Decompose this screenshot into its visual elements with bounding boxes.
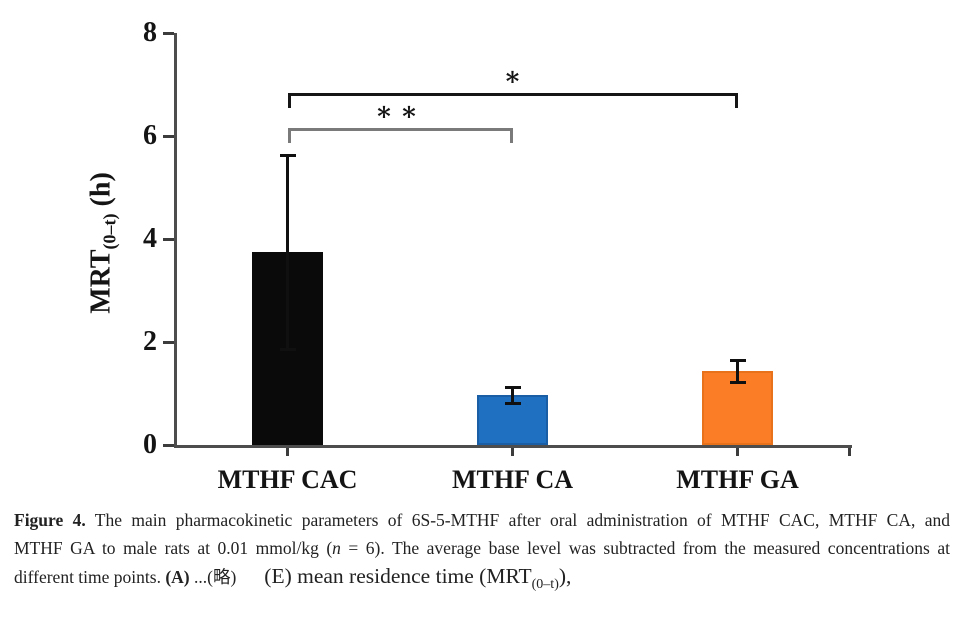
caption-line-2-pre: MTHF GA to male rats at 0.01 mmol/kg ( bbox=[14, 538, 333, 558]
y-tick-0 bbox=[163, 444, 174, 447]
y-tick-label-6: 6 bbox=[143, 120, 157, 151]
x-tick-mthf-ga bbox=[736, 448, 739, 456]
caption-line-3: different time points. (A) ...(略) (E) mea… bbox=[14, 562, 950, 599]
caption-line-2-post: = 6). The average base level was subtrac… bbox=[340, 538, 950, 558]
error-cap-top-mthf-ga bbox=[729, 358, 746, 362]
y-tick-label-0: 0 bbox=[143, 429, 157, 460]
y-axis-title-unit: (h) bbox=[85, 172, 117, 214]
significance-bracket-2-left-tick bbox=[287, 93, 291, 109]
x-tick-mthf-cac bbox=[286, 448, 289, 456]
significance-stars-1: ∗∗ bbox=[375, 97, 425, 128]
caption-n-symbol: n bbox=[332, 538, 341, 558]
significance-bracket-1-left-tick bbox=[287, 128, 291, 144]
x-tick-mthf-ca bbox=[511, 448, 514, 456]
caption-panel-a-label: (A) bbox=[165, 567, 190, 587]
caption-panel-e-label: (E) bbox=[264, 564, 292, 588]
error-cap-top-mthf-ca bbox=[504, 386, 521, 390]
y-axis-title-subscript: (0–t) bbox=[99, 213, 120, 250]
y-tick-label-2: 2 bbox=[143, 326, 157, 357]
y-axis-title: MRT(0–t) (h) bbox=[86, 172, 121, 314]
y-tick-2 bbox=[163, 341, 174, 344]
y-axis-title-main: MRT bbox=[85, 249, 117, 314]
error-cap-top-mthf-cac bbox=[279, 154, 296, 158]
y-tick-label-4: 4 bbox=[143, 223, 157, 254]
x-label-mthf-ga: MTHF GA bbox=[676, 465, 799, 494]
y-tick-6 bbox=[163, 135, 174, 138]
significance-bracket-1-line bbox=[287, 128, 513, 132]
caption-line-1-text: The main pharmacokinetic parameters of 6… bbox=[85, 510, 950, 530]
caption-line-3-dots: ...(略) bbox=[189, 567, 237, 587]
caption-line-3-pre: different time points. bbox=[14, 567, 166, 587]
y-axis-line bbox=[174, 33, 177, 448]
caption-mrt-subscript: (0–t) bbox=[531, 577, 559, 592]
significance-bracket-1-right-tick bbox=[509, 128, 513, 144]
caption-line-2: MTHF GA to male rats at 0.01 mmol/kg (n … bbox=[14, 534, 950, 562]
y-tick-label-8: 8 bbox=[143, 17, 157, 48]
error-cap-bottom-mthf-ga bbox=[729, 381, 746, 385]
y-tick-8 bbox=[163, 32, 174, 35]
x-axis-end-tick bbox=[848, 448, 851, 456]
bar-chart-mrt: 0 2 4 6 8 MTHF CAC MTHF CA MTHF GA ∗∗ ∗ bbox=[143, 19, 852, 493]
significance-bracket-2-right-tick bbox=[734, 93, 738, 109]
figure-caption: Figure 4. The main pharmacokinetic param… bbox=[14, 506, 950, 599]
significance-bracket-2-line bbox=[287, 93, 738, 97]
significance-stars-2: ∗ bbox=[503, 62, 522, 93]
caption-line-1: Figure 4. The main pharmacokinetic param… bbox=[14, 506, 950, 534]
x-label-mthf-ca: MTHF CA bbox=[451, 465, 574, 494]
x-label-mthf-cac: MTHF CAC bbox=[217, 465, 358, 494]
caption-panel-e-text: mean residence time (MRT bbox=[291, 564, 532, 588]
error-bar-mthf-cac bbox=[286, 155, 289, 349]
error-bar-mthf-ga bbox=[736, 359, 739, 383]
error-cap-bottom-mthf-ca bbox=[504, 401, 521, 405]
error-bar-mthf-ca bbox=[511, 387, 514, 403]
y-tick-4 bbox=[163, 238, 174, 241]
x-axis-line bbox=[174, 445, 852, 448]
caption-figure-label: Figure 4. bbox=[14, 510, 86, 530]
error-cap-bottom-mthf-cac bbox=[279, 347, 296, 351]
caption-panel-e-end: ), bbox=[558, 564, 572, 588]
caption-panel-e: (E) mean residence time (MRT(0–t)), bbox=[264, 564, 572, 592]
